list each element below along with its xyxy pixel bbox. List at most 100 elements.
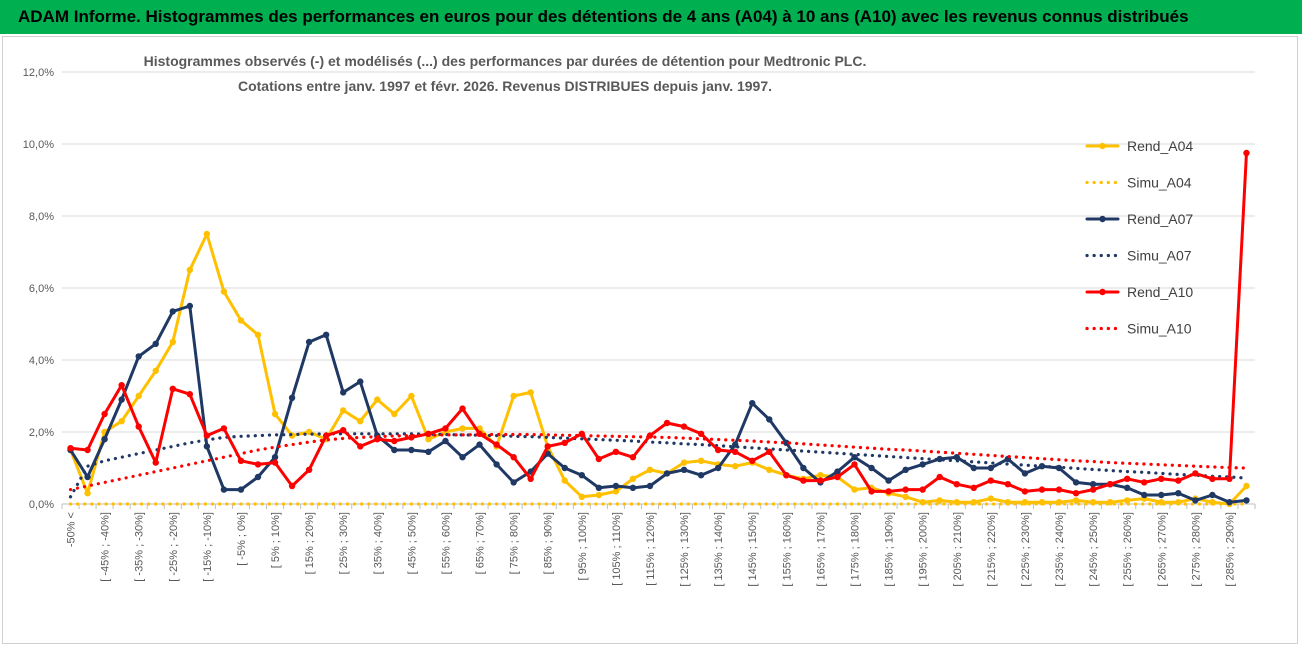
rend-a07-point <box>510 479 517 486</box>
rend-a07-point <box>800 464 807 472</box>
rend-a04-point <box>936 497 943 504</box>
rend-a07-point <box>271 454 279 461</box>
rend-a10-point <box>135 423 142 430</box>
rend-a10-point <box>953 481 960 488</box>
rend-a10-point <box>749 457 756 464</box>
rend-a07-point <box>629 484 637 491</box>
y-tick-label: 2,0% <box>29 427 54 439</box>
rend-a07-point <box>987 464 995 472</box>
rend-a10-point <box>1072 490 1080 497</box>
rend-a10-point <box>340 427 347 434</box>
rend-a10-point <box>1209 475 1216 482</box>
rend-a07-point <box>391 446 398 454</box>
rend-a04-point <box>1072 497 1080 504</box>
simu-a10-legend-label: Simu_A10 <box>1127 321 1192 337</box>
rend-a07-point <box>595 484 603 491</box>
rend-a10-point <box>936 473 943 481</box>
x-tick-label: [ 155% ; 160%] <box>781 512 793 587</box>
rend-a10-point <box>1123 475 1131 482</box>
rend-a04-point <box>595 491 603 499</box>
rend-a07-point <box>953 454 960 461</box>
rend-a07-point <box>697 472 705 479</box>
x-tick-label: [ 125% ; 130%] <box>679 512 691 587</box>
x-tick-label: [ 275% ; 280%] <box>1190 512 1202 587</box>
rend-a04-point <box>527 389 534 396</box>
rend-a10-point <box>305 466 313 473</box>
rend-a04-point <box>697 457 705 464</box>
rend-a10-point <box>118 382 125 389</box>
rend-a07-point <box>714 464 722 472</box>
rend-a04-line <box>69 232 1248 506</box>
rend-a04-point <box>169 338 176 346</box>
x-tick-label: [ 255% ; 260%] <box>1122 512 1134 587</box>
report-banner: ADAM Informe. Histogrammes des performan… <box>0 0 1302 34</box>
x-tick-label: [ 285% ; 290%] <box>1224 512 1236 587</box>
rend-a04-point <box>731 463 739 470</box>
rend-a10-point <box>510 454 517 461</box>
rend-a10-point <box>84 446 91 454</box>
rend-a10-point <box>101 410 108 418</box>
rend-a10-point <box>731 448 739 455</box>
rend-a10-point <box>1004 481 1012 488</box>
rend-a04-point <box>340 407 347 414</box>
rend-a10-point <box>1243 149 1250 157</box>
rend-a07-legend-label: Rend_A07 <box>1127 211 1193 227</box>
rend-a10-point <box>152 459 159 466</box>
rend-a07-point <box>305 338 313 346</box>
x-tick-label: [ 105% ; 110%] <box>611 512 623 586</box>
rend-a10-point <box>1106 481 1114 488</box>
x-tick-label: -50% < <box>66 512 78 547</box>
gridlines <box>62 71 1255 505</box>
rend-a10-point <box>970 484 977 491</box>
rend-a10-point <box>237 457 245 464</box>
y-axis: 0,0% 2,0% 4,0% 6,0% 8,0% 10,0% 12,0% <box>23 67 54 511</box>
rend-a07-point <box>1243 497 1250 504</box>
rend-a04-point <box>766 466 773 473</box>
rend-a10-point <box>1038 486 1046 493</box>
x-tick-label: [ 225% ; 230%] <box>1020 512 1032 587</box>
x-tick-label: [ -35% ; -30%] <box>134 512 146 582</box>
rend-a07-point <box>288 394 296 401</box>
x-tick-label: [ 5% ; 10%] <box>270 512 282 568</box>
rend-a07-point <box>1158 491 1165 499</box>
rend-a04-point <box>902 493 909 500</box>
rend-a04-legend-label: Rend_A04 <box>1127 138 1193 154</box>
rend-a04-point <box>84 490 91 497</box>
rend-a10-point <box>697 430 705 437</box>
x-tick-label: [ 95% ; 100%] <box>577 512 589 581</box>
rend-a07-point <box>834 468 841 475</box>
rend-a07-point <box>578 472 586 479</box>
rend-a04-point <box>1243 482 1250 490</box>
rend-a07-point <box>783 439 790 446</box>
rend-a10-point <box>169 385 176 392</box>
rend-a10-point <box>663 419 671 427</box>
rend-a10-point <box>680 423 688 430</box>
x-axis: -50% < [ -45% ; -40%] [ -35% ; -30%] [ -25%… <box>61 503 1256 587</box>
rend-a04-point <box>1123 497 1131 504</box>
rend-a04-point <box>118 418 125 425</box>
rend-a07-point <box>1021 470 1029 477</box>
x-tick-label: [ 245% ; 250%] <box>1088 512 1100 587</box>
rend-a10-point <box>1226 475 1233 482</box>
rend-a07-point <box>851 454 858 461</box>
x-tick-label: [ 135% ; 140%] <box>713 512 725 587</box>
rend-a10-point <box>1089 486 1097 493</box>
rend-a04-point <box>425 436 432 443</box>
y-tick-label: 4,0% <box>29 355 54 367</box>
rend-a10-legend-label: Rend_A10 <box>1127 284 1193 300</box>
rend-a10-point <box>459 405 466 412</box>
rend-a04-point <box>578 493 586 500</box>
rend-a07-point <box>493 461 500 468</box>
x-tick-label: [ -25% ; -20%] <box>168 512 180 582</box>
rend-a10-point <box>885 488 892 495</box>
x-tick-label: [ 185% ; 190%] <box>884 512 896 587</box>
rend-a10-point <box>288 482 296 490</box>
rend-a07-point <box>186 302 194 310</box>
rend-a10-point <box>561 439 568 446</box>
rend-a07-point <box>1123 484 1131 491</box>
x-tick-label: [ 195% ; 200%] <box>918 512 930 587</box>
rend-a04-point <box>186 266 194 274</box>
y-tick-label: 8,0% <box>29 211 54 223</box>
rend-a07-point <box>135 353 142 360</box>
x-tick-label: [ 55% ; 60%] <box>440 512 452 574</box>
